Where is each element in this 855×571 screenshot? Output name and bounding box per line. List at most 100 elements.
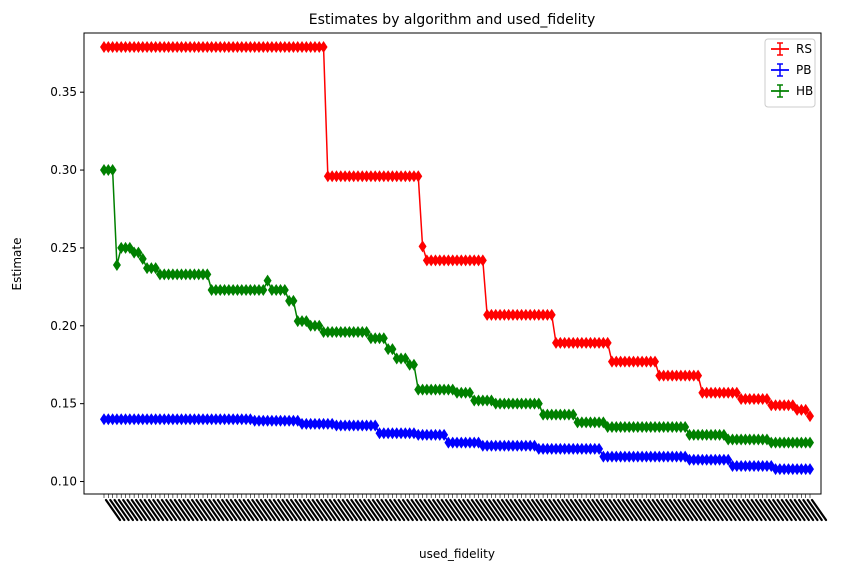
x-tick-label-mark xyxy=(716,498,733,522)
x-tick-label-mark xyxy=(767,498,785,522)
y-tick-label: 0.25 xyxy=(50,241,77,255)
x-tick-label-mark xyxy=(203,498,221,522)
x-tick-label-mark xyxy=(470,498,488,522)
x-tick-label-mark xyxy=(772,498,789,522)
series-pb xyxy=(100,413,814,476)
x-tick-label-mark xyxy=(608,498,625,522)
x-tick-label-mark xyxy=(315,498,333,522)
x-tick-label-mark xyxy=(242,498,259,522)
x-tick-label-mark xyxy=(397,498,414,522)
x-tick-label-mark xyxy=(156,498,173,522)
x-tick-label-mark xyxy=(453,498,470,522)
x-tick-label-mark xyxy=(449,498,466,522)
x-tick-label-mark xyxy=(311,498,328,522)
x-tick-label-mark xyxy=(350,498,367,522)
x-tick-label-mark xyxy=(569,498,587,522)
x-tick-label-mark xyxy=(729,498,746,522)
x-tick-label-mark xyxy=(147,498,165,522)
y-tick-label: 0.15 xyxy=(50,397,77,411)
legend-box xyxy=(764,38,816,108)
x-tick-label-mark xyxy=(789,498,806,522)
x-tick-label-mark xyxy=(793,498,810,522)
x-tick-label-mark xyxy=(531,498,548,522)
x-tick-label-mark xyxy=(595,498,612,522)
x-tick-label-mark xyxy=(780,498,797,522)
x-tick-label-mark xyxy=(294,498,311,522)
y-tick-label: 0.10 xyxy=(50,475,77,489)
x-tick-label-mark xyxy=(290,498,307,522)
x-tick-label-mark xyxy=(509,498,526,522)
x-tick-label-mark xyxy=(216,498,234,522)
x-tick-label-mark xyxy=(104,498,122,522)
x-tick-label-mark xyxy=(109,498,126,522)
x-tick-label-mark xyxy=(698,498,716,522)
x-tick-label-mark xyxy=(165,498,182,522)
x-axis-ticks xyxy=(103,494,828,522)
x-tick-label-mark xyxy=(630,498,647,522)
x-tick-label-mark xyxy=(513,498,531,522)
x-tick-label-mark xyxy=(384,498,401,522)
x-tick-label-mark xyxy=(229,498,246,522)
x-tick-label-mark xyxy=(759,498,776,522)
x-tick-label-mark xyxy=(552,498,569,522)
x-tick-label-mark xyxy=(406,498,423,522)
x-tick-label-mark xyxy=(643,498,660,522)
x-tick-label-mark xyxy=(371,498,389,522)
x-tick-label-mark xyxy=(578,498,595,522)
x-tick-label-mark xyxy=(358,498,376,522)
series-hb xyxy=(100,164,814,449)
x-tick-label-mark xyxy=(496,498,513,522)
x-tick-label-mark xyxy=(724,498,742,522)
x-tick-label-mark xyxy=(582,498,599,522)
x-tick-label-mark xyxy=(681,498,698,522)
x-tick-label-mark xyxy=(505,498,522,522)
x-tick-label-mark xyxy=(169,498,186,522)
x-tick-label-mark xyxy=(806,498,823,522)
x-tick-label-mark xyxy=(130,498,147,522)
x-tick-label-mark xyxy=(802,498,819,522)
x-tick-label-mark xyxy=(225,498,242,522)
x-tick-label-mark xyxy=(673,498,690,522)
x-tick-label-mark xyxy=(543,498,561,522)
x-tick-label-mark xyxy=(488,498,505,522)
x-tick-label-mark xyxy=(277,498,294,522)
x-tick-label-mark xyxy=(750,498,767,522)
x-tick-label-mark xyxy=(333,498,350,522)
x-tick-label-mark xyxy=(754,498,772,522)
x-tick-label-mark xyxy=(660,498,677,522)
x-tick-label-mark xyxy=(389,498,406,522)
series-rs xyxy=(100,41,814,423)
legend-item-pb: PB xyxy=(771,63,811,77)
x-tick-label-mark xyxy=(797,498,815,522)
y-tick-label: 0.35 xyxy=(50,85,77,99)
x-tick-label-mark xyxy=(328,498,345,522)
x-tick-label-mark xyxy=(694,498,711,522)
x-tick-label-mark xyxy=(500,498,518,522)
x-tick-label-mark xyxy=(341,498,358,522)
x-tick-label-mark xyxy=(720,498,737,522)
x-tick-label-mark xyxy=(634,498,651,522)
x-tick-label-mark xyxy=(651,498,668,522)
legend-item-rs: RS xyxy=(771,42,812,56)
x-tick-label-mark xyxy=(703,498,720,522)
x-tick-label-mark xyxy=(604,498,621,522)
x-tick-label-mark xyxy=(255,498,272,522)
legend-label: HB xyxy=(796,84,813,98)
x-tick-label-mark xyxy=(535,498,552,522)
x-tick-label-mark xyxy=(548,498,565,522)
x-tick-label-mark xyxy=(367,498,384,522)
x-tick-label-mark xyxy=(423,498,440,522)
x-tick-label-mark xyxy=(337,498,354,522)
x-tick-label-mark xyxy=(556,498,574,522)
x-tick-label-mark xyxy=(539,498,556,522)
x-tick-label-mark xyxy=(526,498,543,522)
x-tick-label-mark xyxy=(363,498,380,522)
series-line-rs xyxy=(104,46,811,417)
x-tick-label-mark xyxy=(785,498,802,522)
x-tick-label-mark xyxy=(251,498,268,522)
x-tick-label-mark xyxy=(186,498,203,522)
x-tick-label-mark xyxy=(638,498,655,522)
x-tick-label-mark xyxy=(742,498,759,522)
x-tick-label-mark xyxy=(380,498,397,522)
x-tick-label-mark xyxy=(238,498,255,522)
